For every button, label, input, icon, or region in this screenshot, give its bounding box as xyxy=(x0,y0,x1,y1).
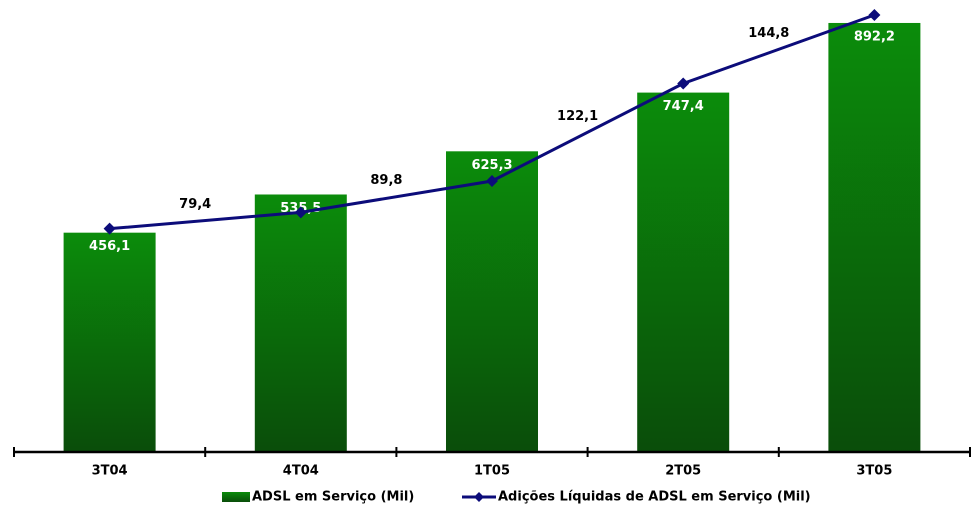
line-marker xyxy=(868,9,881,22)
x-tick-label: 2T05 xyxy=(665,464,701,479)
line-value-label: 122,1 xyxy=(557,109,598,124)
line-marker xyxy=(294,206,307,219)
x-tick-label: 3T05 xyxy=(856,464,892,479)
legend-swatch xyxy=(474,492,484,502)
x-tick-label: 3T04 xyxy=(92,464,128,479)
bar xyxy=(828,22,921,453)
bar xyxy=(254,194,347,452)
x-tick-label: 1T05 xyxy=(474,464,510,479)
x-tick-label: 4T04 xyxy=(283,464,319,479)
bar xyxy=(637,92,730,452)
bar xyxy=(446,151,538,452)
line-marker xyxy=(103,222,116,235)
bar-value-label: 892,2 xyxy=(854,29,895,44)
legend-label: Adições Líquidas de ADSL em Serviço (Mil… xyxy=(498,490,811,505)
line-value-label: 89,8 xyxy=(370,173,402,188)
line-marker xyxy=(486,174,498,187)
bar-value-label: 456,1 xyxy=(89,239,130,254)
line-value-label: 79,4 xyxy=(179,197,211,212)
line-marker xyxy=(677,77,690,90)
line-value-label: 144,8 xyxy=(748,26,789,41)
bar-value-label: 747,4 xyxy=(663,99,704,114)
legend-swatch xyxy=(222,492,250,502)
bar xyxy=(63,232,156,452)
bar-value-label: 625,3 xyxy=(471,158,512,173)
legend-label: ADSL em Serviço (Mil) xyxy=(252,490,414,505)
